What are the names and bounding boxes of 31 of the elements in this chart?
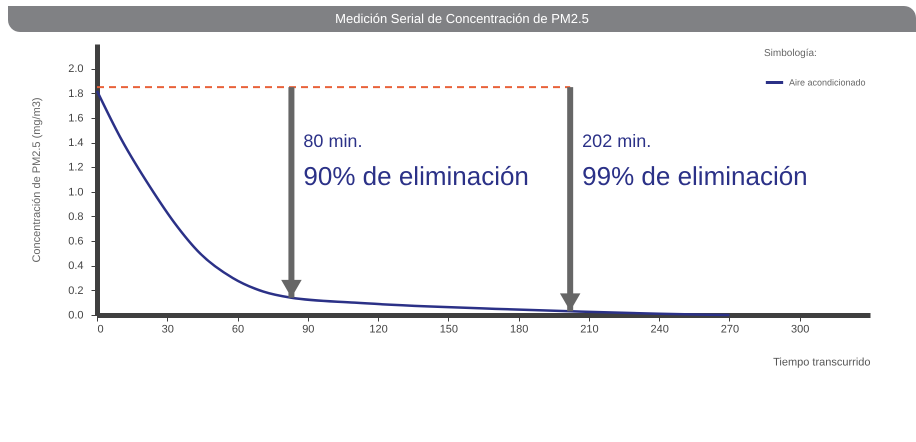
y-tick-label: 1.6 bbox=[68, 112, 84, 124]
x-tick-label: 0 bbox=[98, 324, 104, 336]
ref-line-label: 80 min. bbox=[303, 131, 362, 152]
y-tick-label: 2.0 bbox=[68, 63, 84, 76]
y-axis-title: Concentración de PM2.5 (mg/m3) bbox=[31, 97, 44, 263]
x-tick-label: 60 bbox=[232, 324, 244, 336]
y-tick-label: 1.8 bbox=[68, 88, 84, 100]
x-tick-label: 300 bbox=[791, 324, 810, 336]
chart-title: Medición Serial de Concentración de PM2.5 bbox=[8, 6, 916, 32]
legend-label: Aire acondicionado bbox=[789, 78, 866, 88]
y-tick-label: 0.6 bbox=[68, 236, 84, 248]
x-tick-label: 270 bbox=[720, 324, 740, 336]
y-tick-label: 1.4 bbox=[68, 137, 84, 150]
y-tick-label: 0.0 bbox=[68, 310, 84, 322]
y-tick-label: 1.0 bbox=[68, 186, 84, 198]
y-tick-label: 0.4 bbox=[68, 260, 84, 272]
x-tick-label: 210 bbox=[580, 324, 599, 336]
y-tick-label: 1.2 bbox=[68, 162, 84, 174]
y-tick-label: 0.2 bbox=[68, 284, 84, 297]
x-tick-label: 30 bbox=[162, 324, 174, 336]
x-axis-title: Tiempo transcurrido bbox=[773, 356, 870, 368]
x-tick-label: 120 bbox=[369, 324, 388, 336]
annotation: 99% de eliminación bbox=[582, 161, 808, 192]
x-tick-label: 150 bbox=[440, 324, 458, 336]
annotation: 90% de eliminación bbox=[303, 161, 529, 192]
legend-title: Simbología: bbox=[764, 48, 817, 59]
y-tick-label: 0.8 bbox=[68, 210, 84, 223]
x-tick-label: 90 bbox=[302, 324, 314, 336]
x-tick-label: 180 bbox=[510, 324, 528, 336]
ref-line-label: 202 min. bbox=[582, 131, 652, 152]
x-tick-label: 240 bbox=[650, 324, 669, 336]
